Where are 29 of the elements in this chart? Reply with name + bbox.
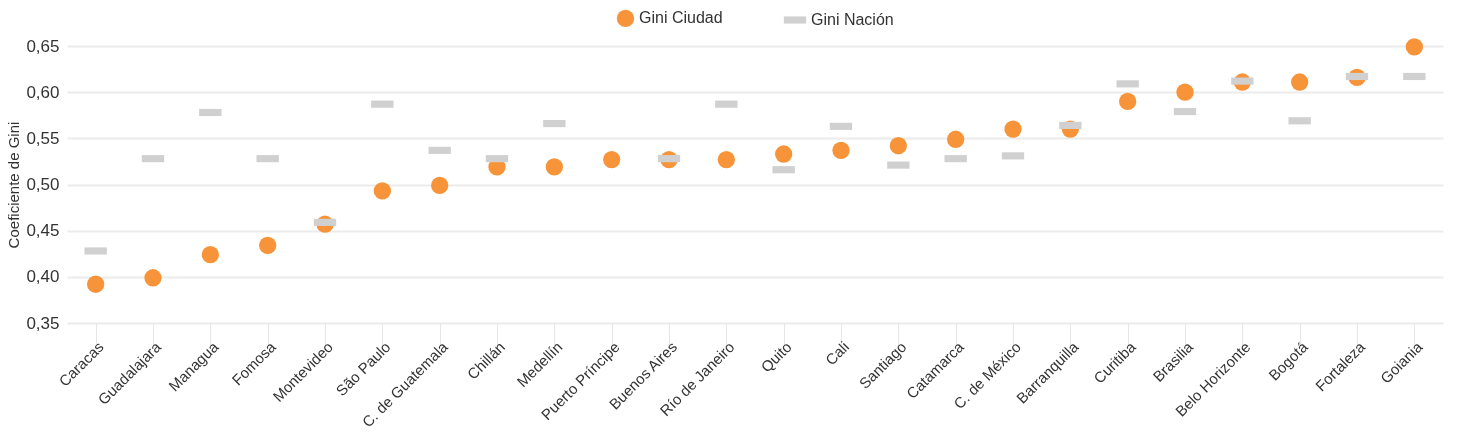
y-tick-label: 0,35	[26, 313, 60, 333]
point	[545, 158, 563, 176]
point	[144, 269, 162, 287]
point	[431, 176, 449, 195]
y-tick-label: 0,50	[26, 175, 60, 194]
y-axis-title: Coeficiente de Gini	[5, 121, 23, 249]
point	[373, 182, 391, 200]
point	[201, 246, 219, 264]
y-tick-label: 0,65	[26, 36, 60, 56]
point	[775, 145, 793, 163]
point	[889, 137, 907, 155]
point	[1291, 73, 1309, 91]
y-tick-label: 0,55	[26, 128, 60, 148]
point	[1405, 38, 1423, 56]
y-tick-label: 0,60	[26, 82, 60, 102]
x-tick-label: Cali	[821, 338, 853, 369]
point	[87, 275, 105, 293]
point	[832, 141, 850, 159]
y-tick-label: 0,40	[26, 267, 60, 287]
point	[947, 130, 965, 148]
legend-label: Gini Ciudad	[639, 9, 723, 27]
point	[1004, 120, 1022, 138]
point	[1176, 83, 1194, 101]
point	[259, 236, 277, 255]
point	[603, 150, 621, 169]
y-tick-label: 0,45	[26, 221, 60, 241]
legend-label: Gini Nación	[811, 11, 894, 28]
point	[717, 150, 735, 169]
point	[1119, 92, 1137, 111]
